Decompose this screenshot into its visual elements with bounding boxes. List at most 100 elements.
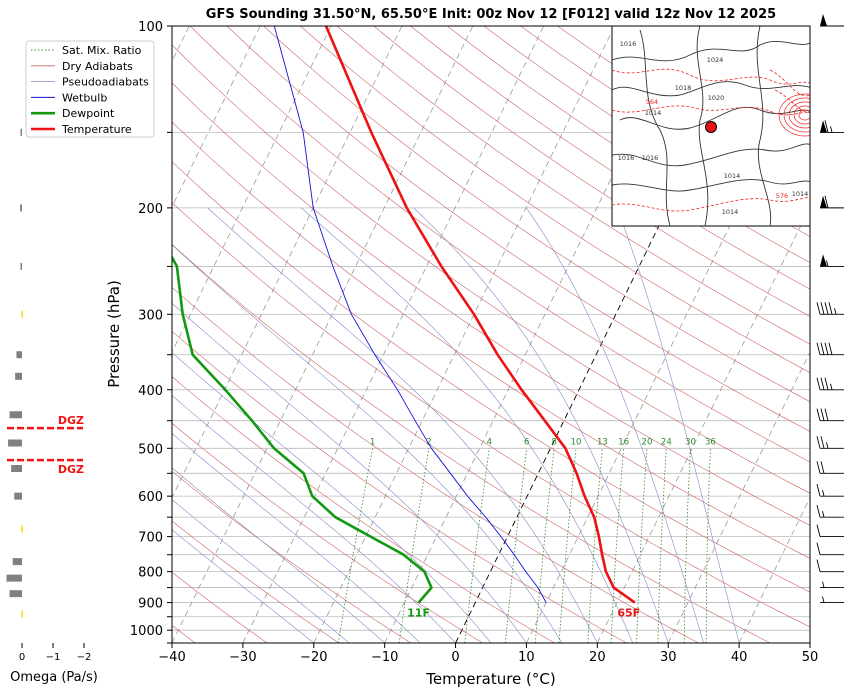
mixing-ratio-line [587, 448, 603, 643]
wind-barb-full [824, 302, 829, 315]
y-tick-label: 300 [138, 308, 163, 323]
mixing-ratio-line [558, 448, 577, 643]
x-tick-label: 40 [731, 650, 748, 665]
wind-barb-full [824, 120, 829, 133]
map-contour [612, 143, 810, 167]
legend-temperature-label: Temperature [61, 123, 132, 136]
map-low-ring [788, 101, 810, 129]
wind-barb-full [816, 484, 821, 497]
omega-bar [16, 351, 22, 359]
dry-adiabat-line [189, 26, 810, 463]
pseudoadiabat-line [616, 207, 740, 643]
map-contour-label: 1014 [724, 172, 741, 180]
dry-adiabat-line [172, 422, 483, 643]
x-tick-label: 30 [660, 650, 677, 665]
mixing-ratio-line [464, 448, 490, 643]
dry-adiabat-line [172, 286, 699, 643]
wind-barb [816, 484, 844, 497]
wind-barb-full [816, 524, 821, 537]
y-tick-label: 400 [138, 384, 163, 399]
pseudoadiabat-line [207, 207, 598, 643]
wind-barb [816, 524, 844, 538]
omega-bar [20, 204, 22, 212]
map-contour [612, 179, 810, 192]
omega-bar [8, 439, 22, 447]
dry-adiabat-line [172, 376, 555, 643]
wind-barb-half [830, 126, 833, 133]
y-axis-label: Pressure (hPa) [105, 280, 123, 388]
wind-barb-full [820, 436, 825, 449]
dry-adiabat-line [263, 26, 810, 403]
isotherm-line [172, 26, 403, 499]
dry-adiabat-line [410, 26, 810, 290]
omega-panel: 0 −1 −2 Omega (Pa/s) DGZ DGZ [6, 128, 98, 685]
y-tick-label: 600 [138, 490, 163, 505]
omega-tick-label: −2 [77, 652, 92, 663]
pseudoadiabat-line [172, 499, 350, 643]
wind-barb [816, 505, 844, 518]
map-thickness-contour [769, 69, 810, 97]
mixing-ratio-label: 20 [642, 437, 653, 447]
wind-barb [816, 436, 844, 449]
dry-adiabat-line [172, 330, 627, 643]
mixing-ratio-label: 24 [661, 437, 672, 447]
omega-tick-label: 0 [19, 652, 25, 663]
map-contour [612, 40, 810, 62]
dry-adiabat-line [226, 26, 810, 432]
omega-bar [12, 558, 22, 566]
x-tick-label: −10 [371, 650, 398, 665]
map-contour-label: 1014 [645, 109, 662, 117]
plot-frame [171, 25, 811, 644]
omega-tick-label: −1 [46, 652, 61, 663]
wind-barb [820, 254, 844, 267]
y-tick-label: 200 [138, 202, 163, 217]
wind-barb-flag [820, 120, 827, 133]
pseudoadiabat-line [413, 207, 669, 643]
map-contour [639, 29, 671, 226]
legend-wetbulb-label: Wetbulb [62, 91, 107, 104]
mixing-ratio-line [657, 448, 667, 643]
map-contour-label: 1014 [792, 190, 809, 198]
wind-barb-full [820, 377, 825, 390]
y-tick-label: 1000 [130, 624, 163, 639]
wind-barb-full [816, 342, 821, 355]
pseudoadiabat-line [301, 207, 634, 643]
mixing-ratio-label: 6 [524, 437, 529, 447]
map-thickness-contour [612, 68, 810, 85]
x-tick-label: 20 [589, 650, 606, 665]
omega-bar [21, 525, 23, 533]
wind-barb-full [824, 342, 829, 355]
wind-barbs [816, 14, 844, 604]
isotherm-line [242, 26, 545, 643]
mixing-ratio-label: 4 [487, 437, 492, 447]
wind-barb-half [834, 308, 837, 315]
wind-barb-full [824, 195, 829, 208]
wind-barb-half [822, 511, 825, 518]
map-contour-label: 1016 [642, 154, 659, 162]
wind-barb-full [816, 408, 821, 421]
x-tick-label: 50 [802, 650, 819, 665]
surface-dewpoint-label: 11F [407, 607, 430, 620]
wind-barb-flag [820, 14, 827, 26]
omega-bar [14, 492, 22, 500]
mixing-ratio-label: 10 [571, 437, 582, 447]
wind-barb-full [824, 377, 829, 390]
isotherm-line [313, 26, 615, 643]
mixing-ratio-line [534, 448, 555, 643]
isotherm-line [809, 642, 810, 643]
wind-barb-full [816, 542, 821, 555]
y-tick-label: 900 [138, 597, 163, 612]
wind-barb [820, 596, 844, 604]
isotherm-line [172, 26, 261, 208]
pseudoadiabat-line [172, 352, 492, 643]
map-contour-label: 564 [646, 98, 658, 106]
mixing-ratio-label: 16 [618, 437, 629, 447]
omega-bar [6, 574, 22, 582]
map-contour [612, 81, 810, 97]
y-tick-label: 500 [138, 442, 163, 457]
x-tick-label: 10 [518, 650, 535, 665]
wind-barb-half [822, 596, 825, 603]
pseudoadiabat-line [172, 395, 456, 643]
wind-barb [816, 461, 844, 474]
wind-barb-full [824, 408, 829, 421]
